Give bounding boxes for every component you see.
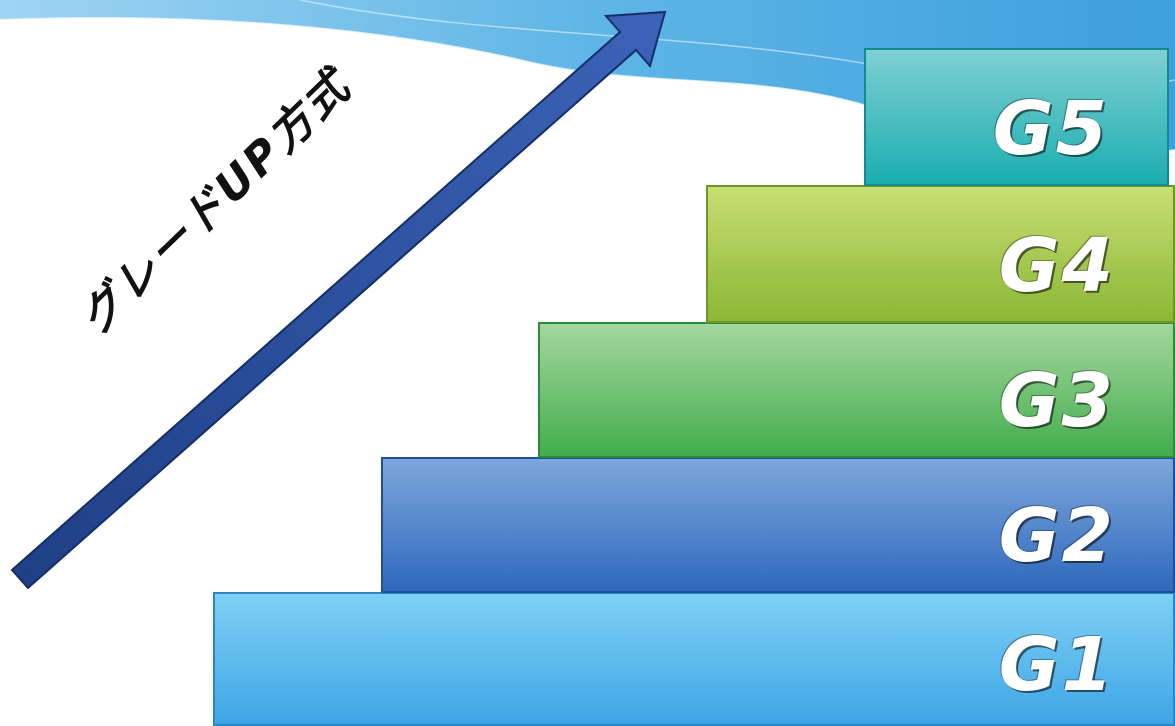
- step-label-g2: G2: [998, 493, 1115, 579]
- step-label-g3: G3: [998, 358, 1115, 444]
- step-g4: G4: [706, 185, 1175, 323]
- step-g3: G3: [538, 322, 1175, 458]
- step-label-g5: G5: [992, 86, 1109, 172]
- step-label-g4: G4: [998, 223, 1115, 309]
- step-g5: G5: [864, 48, 1169, 186]
- step-label-g1: G1: [998, 622, 1115, 708]
- step-g1: G1: [213, 592, 1175, 726]
- step-g2: G2: [381, 457, 1175, 593]
